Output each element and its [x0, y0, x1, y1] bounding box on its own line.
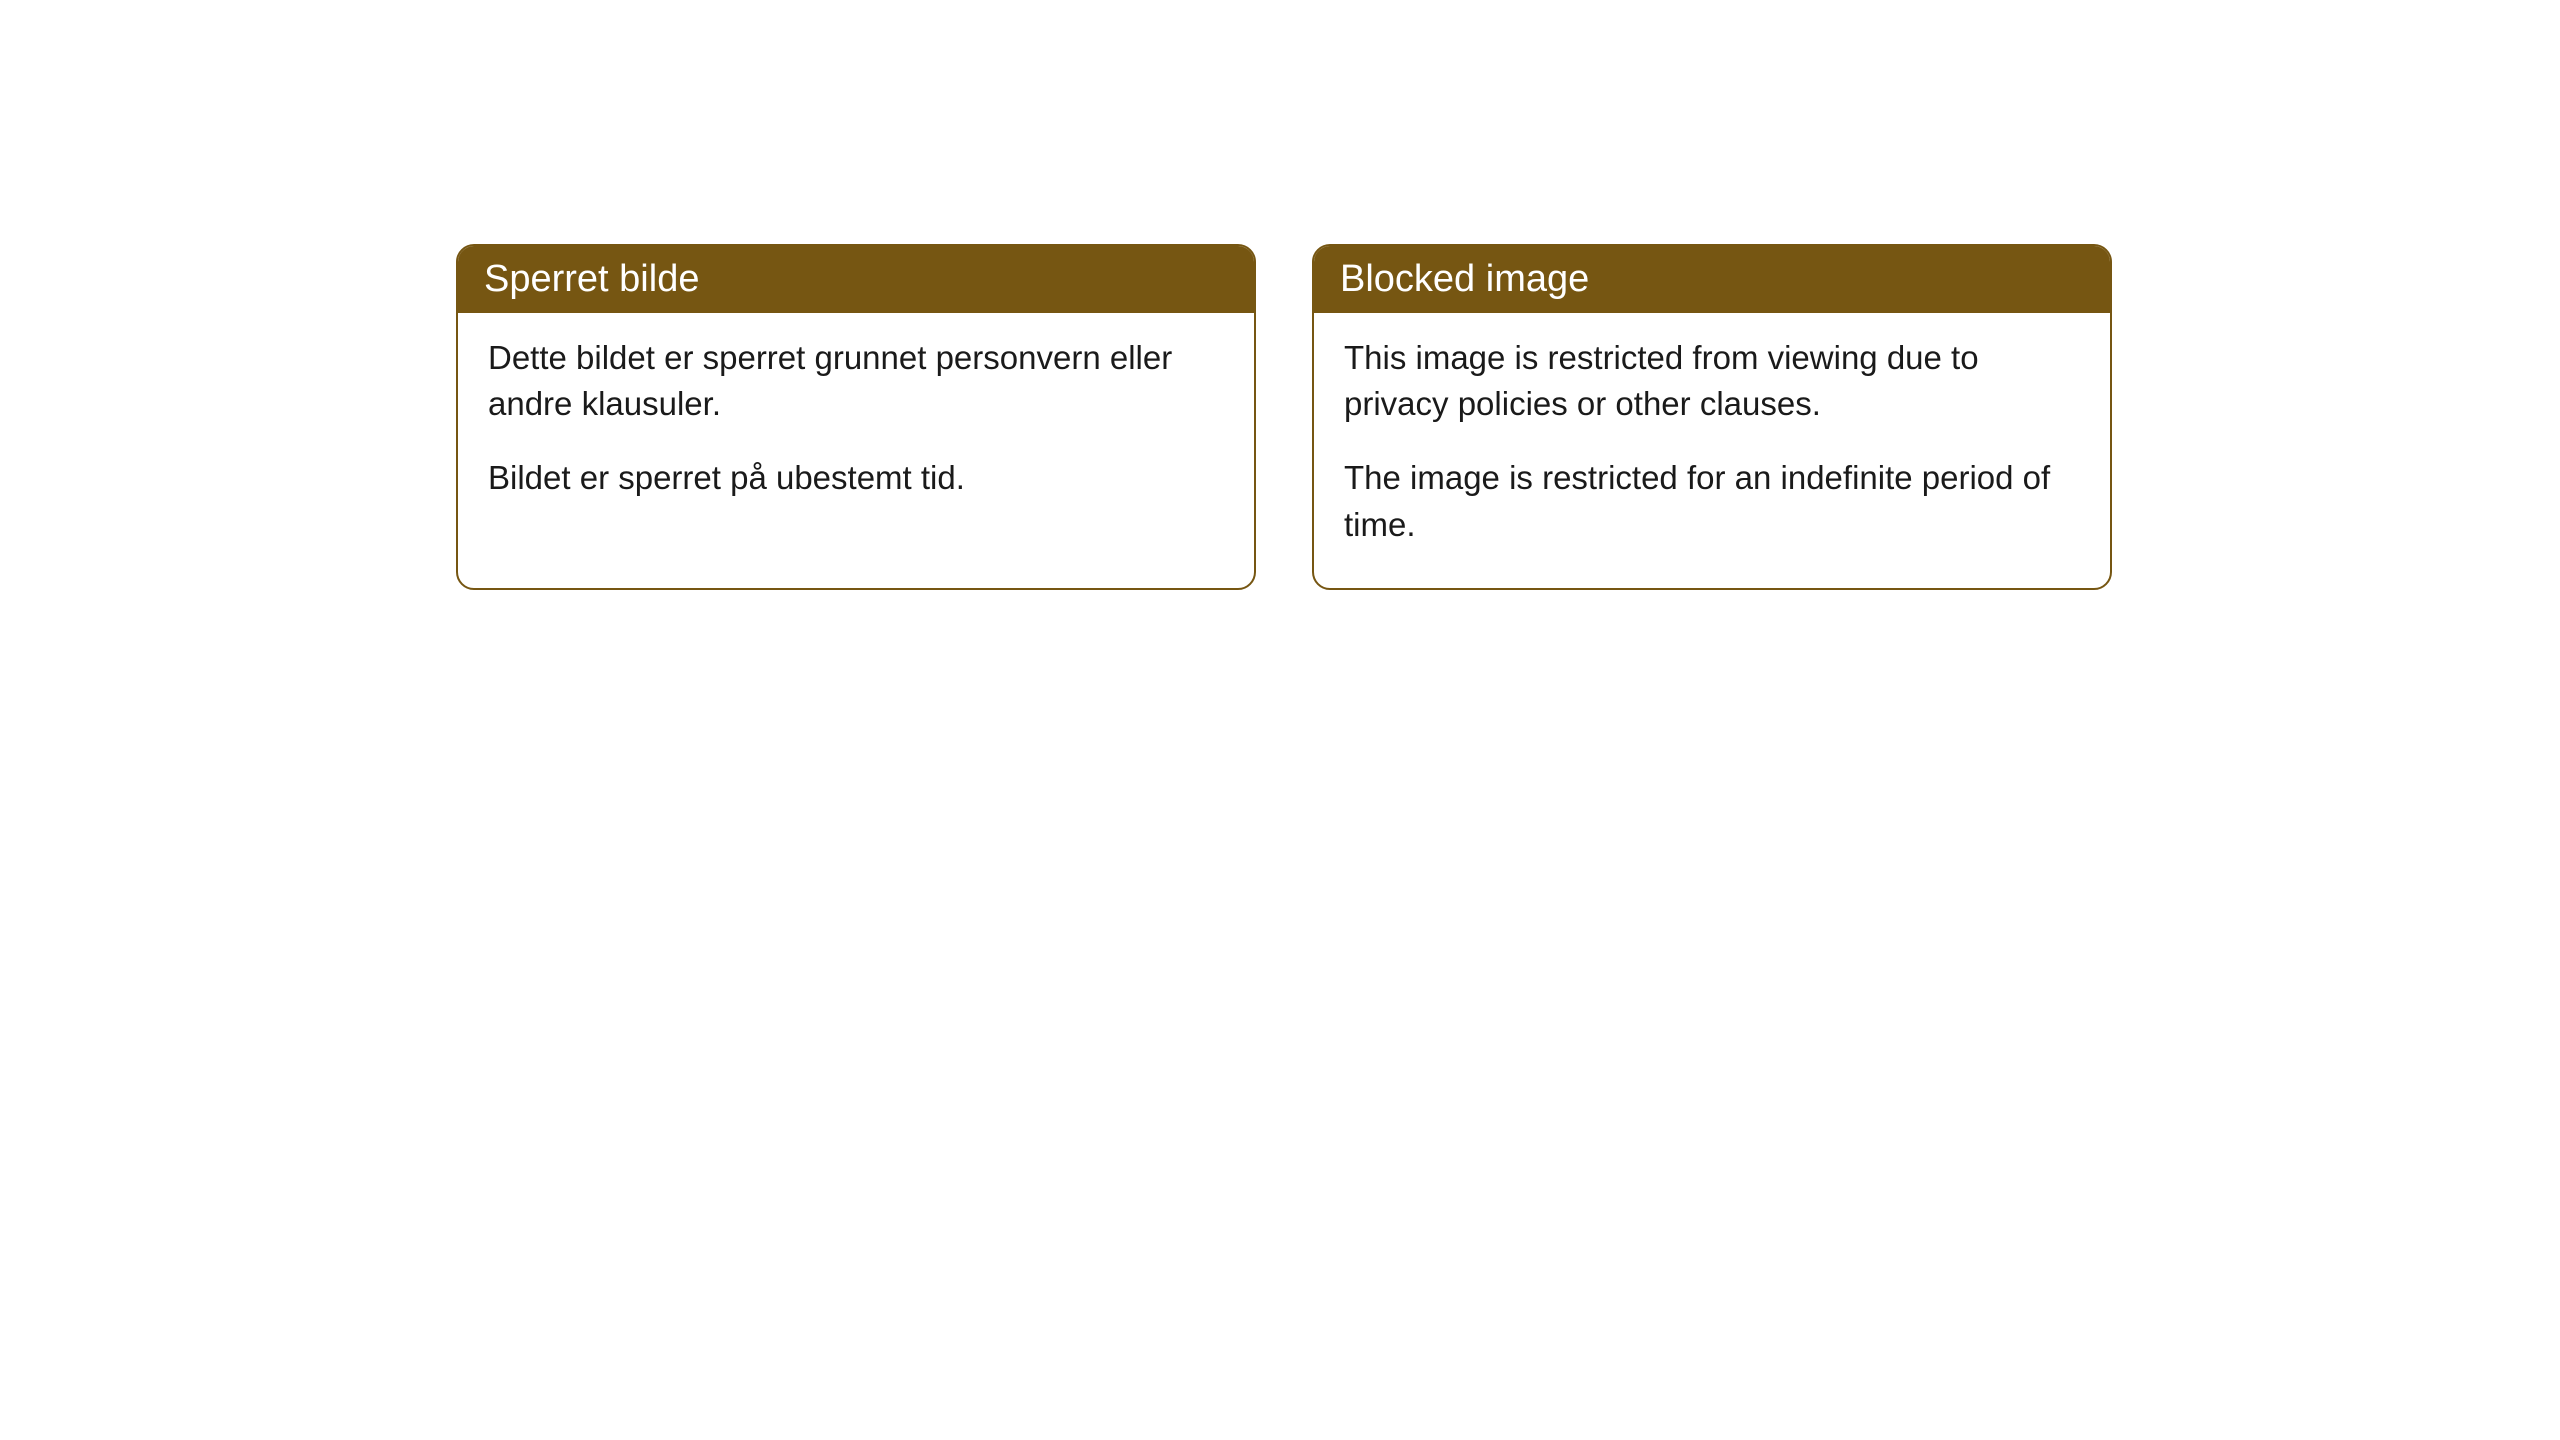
blocked-image-card-norwegian: Sperret bilde Dette bildet er sperret gr…	[456, 244, 1256, 590]
card-body: Dette bildet er sperret grunnet personve…	[458, 313, 1254, 542]
card-paragraph-2: Bildet er sperret på ubestemt tid.	[488, 455, 1224, 501]
card-header: Blocked image	[1314, 246, 2110, 313]
card-paragraph-2: The image is restricted for an indefinit…	[1344, 455, 2080, 547]
blocked-image-card-english: Blocked image This image is restricted f…	[1312, 244, 2112, 590]
cards-container: Sperret bilde Dette bildet er sperret gr…	[0, 0, 2560, 590]
card-body: This image is restricted from viewing du…	[1314, 313, 2110, 588]
card-paragraph-1: Dette bildet er sperret grunnet personve…	[488, 335, 1224, 427]
card-paragraph-1: This image is restricted from viewing du…	[1344, 335, 2080, 427]
card-header: Sperret bilde	[458, 246, 1254, 313]
card-title: Sperret bilde	[484, 258, 699, 300]
card-title: Blocked image	[1340, 258, 1589, 300]
